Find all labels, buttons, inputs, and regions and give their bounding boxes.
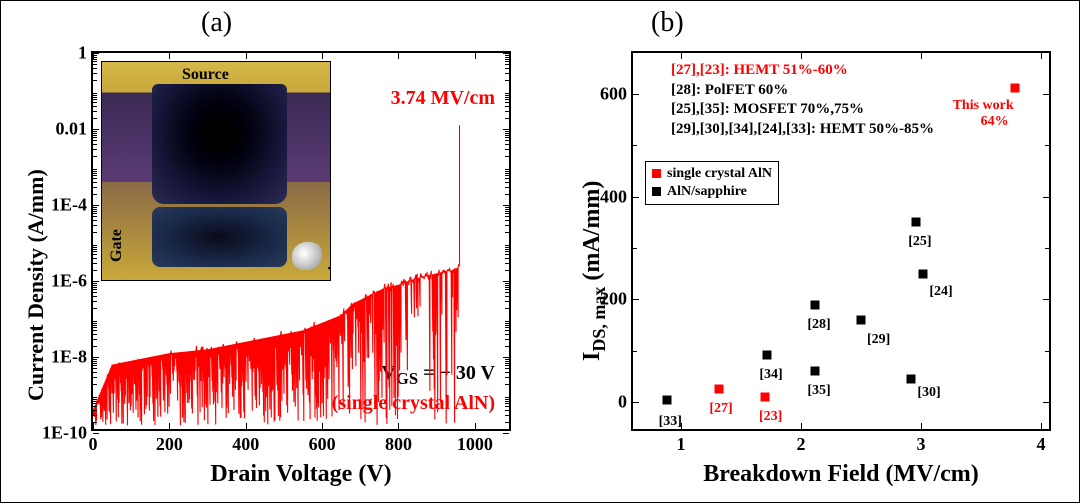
xtick-a: 0 [89, 434, 98, 455]
toptext-line: [27],[23]: HEMT 51%-60% [671, 61, 934, 81]
data-point [662, 395, 671, 404]
data-point [912, 218, 921, 227]
toptext-line: [28]: PolFET 60% [671, 81, 934, 101]
panel-b-toptext: [27],[23]: HEMT 51%-60%[28]: PolFET 60%[… [671, 61, 934, 139]
data-point [919, 269, 928, 278]
data-point-label: [35] [807, 383, 830, 399]
toptext-line: [25],[35]: MOSFET 70%,75% [671, 100, 934, 120]
data-point-label: [29] [867, 332, 890, 348]
data-point-label: [24] [929, 284, 952, 300]
legend-square-icon [652, 169, 661, 178]
legend-row: AlN/sapphire [652, 183, 772, 201]
ytick-a: 1E-8 [37, 347, 87, 368]
data-point-label: [23] [759, 409, 782, 425]
data-point [907, 375, 916, 384]
xtick-b: 1 [677, 434, 686, 455]
panel-b-ylabel: IDS, max (mA/mm) [579, 181, 610, 361]
data-point-label: This work [953, 98, 1014, 114]
panel-a-plot: Source Gate Drain 3.74 MV/cm VGS = − 30 … [91, 51, 511, 431]
xtick-a: 600 [309, 434, 336, 455]
legend-row: single crystal AlN [652, 165, 772, 183]
panel-b-legend: single crystal AlNAlN/sapphire [645, 161, 779, 205]
legend-label: single crystal AlN [667, 165, 772, 183]
data-point [1010, 83, 1019, 92]
data-point [715, 385, 724, 394]
ytick-b: 0 [577, 392, 627, 413]
xtick-a: 400 [232, 434, 259, 455]
data-point-label2: 64% [981, 114, 1009, 130]
data-point-label: [27] [709, 401, 732, 417]
panel-b: (b) IDS, max (mA/mm) Breakdown Field (MV… [541, 1, 1080, 504]
trace-svg [93, 53, 513, 433]
ytick-a: 0.01 [37, 119, 87, 140]
xtick-b: 3 [917, 434, 926, 455]
data-point [811, 367, 820, 376]
xtick-b: 4 [1037, 434, 1046, 455]
xtick-b: 2 [797, 434, 806, 455]
xtick-a: 800 [385, 434, 412, 455]
panel-a-label: (a) [201, 7, 232, 39]
panel-a-xlabel: Drain Voltage (V) [91, 461, 511, 488]
ytick-a: 1E-6 [37, 271, 87, 292]
ytick-b: 600 [577, 84, 627, 105]
data-point-label: [33] [659, 414, 682, 430]
data-point-label: [30] [917, 385, 940, 401]
toptext-line: [29],[30],[34],[24],[33]: HEMT 50%-85% [671, 120, 934, 140]
xtick-a: 200 [156, 434, 183, 455]
data-point-label: [25] [908, 234, 931, 250]
data-point [811, 300, 820, 309]
ytick-a: 1E-4 [37, 195, 87, 216]
data-point [857, 316, 866, 325]
data-point [763, 350, 772, 359]
xtick-a: 1000 [457, 434, 493, 455]
panel-b-plot: [27],[23]: HEMT 51%-60%[28]: PolFET 60%[… [631, 51, 1051, 431]
panel-b-xlabel: Breakdown Field (MV/cm) [631, 461, 1051, 488]
data-point-label: [34] [759, 367, 782, 383]
panel-a: (a) Current Density (A/mm) Drain Voltage… [1, 1, 541, 504]
ytick-a: 1 [37, 43, 87, 64]
ytick-a: 1E-10 [37, 423, 87, 444]
data-point-label: [28] [807, 317, 830, 333]
data-point [761, 393, 770, 402]
legend-label: AlN/sapphire [667, 183, 747, 201]
panel-b-label: (b) [651, 7, 684, 39]
ytick-b: 400 [577, 186, 627, 207]
legend-square-icon [652, 187, 661, 196]
ytick-b: 200 [577, 289, 627, 310]
